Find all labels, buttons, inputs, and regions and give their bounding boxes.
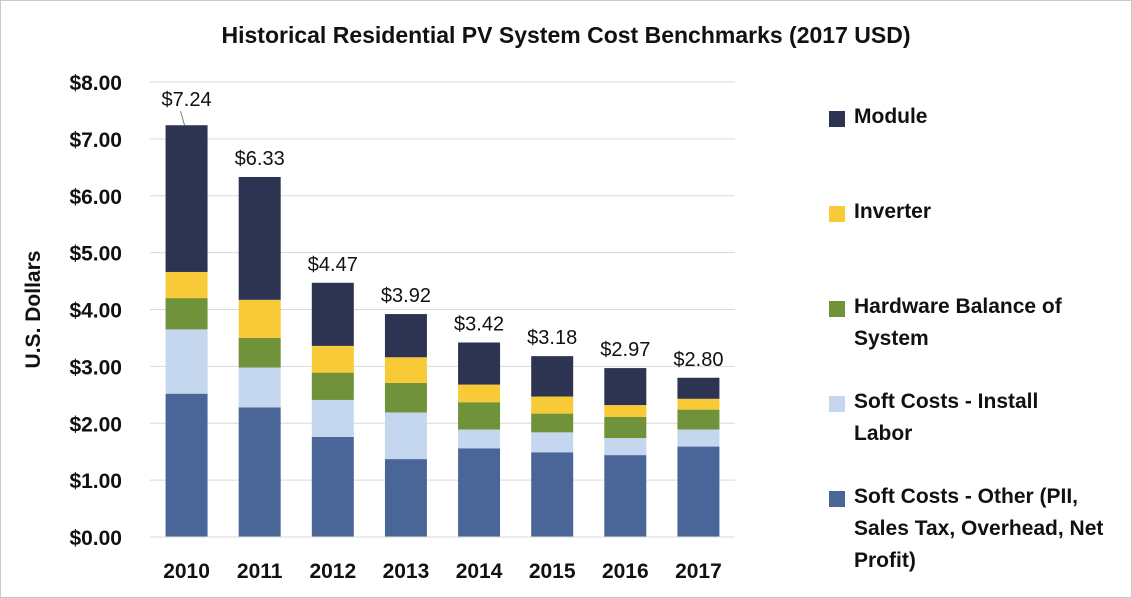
bar-segment bbox=[311, 282, 354, 346]
bar-segment bbox=[238, 367, 281, 408]
bar-segment bbox=[384, 459, 427, 537]
legend-swatch-inverter bbox=[829, 206, 845, 222]
x-tick-label: 2015 bbox=[529, 560, 576, 583]
legend-item-install-labor: Soft Costs - Install Labor bbox=[829, 390, 1074, 450]
legend-item-inverter: Inverter bbox=[829, 200, 1114, 228]
bar-segment bbox=[531, 356, 574, 397]
bar-segment bbox=[677, 446, 720, 537]
bar-segment bbox=[677, 398, 720, 410]
y-tick-label: $2.00 bbox=[69, 413, 122, 436]
bar-segment bbox=[384, 314, 427, 358]
bar-segment bbox=[531, 452, 574, 537]
total-data-label: $2.80 bbox=[673, 349, 723, 371]
bar-segment bbox=[458, 429, 501, 449]
bar-segment bbox=[311, 436, 354, 537]
bar-segment bbox=[458, 402, 501, 430]
bar-segment bbox=[384, 382, 427, 413]
total-data-label: $3.42 bbox=[454, 313, 504, 335]
legend-item-soft-other: Soft Costs - Other (PII, Sales Tax, Over… bbox=[829, 485, 1124, 577]
y-tick-label: $1.00 bbox=[69, 470, 122, 493]
bar-segment bbox=[458, 342, 501, 385]
y-axis-label: U.S. Dollars bbox=[22, 251, 45, 369]
bar-segment bbox=[238, 176, 281, 300]
legend-label-hardware-bos: Hardware Balance of System bbox=[854, 295, 1062, 350]
bar-segment bbox=[531, 396, 574, 414]
bar-segment bbox=[311, 345, 354, 373]
total-data-label: $6.33 bbox=[235, 148, 285, 170]
legend-item-hardware-bos: Hardware Balance of System bbox=[829, 295, 1104, 355]
bar-segment bbox=[165, 329, 208, 394]
bar-segment bbox=[165, 393, 208, 537]
y-tick-label: $3.00 bbox=[69, 356, 122, 379]
bar-segment bbox=[311, 399, 354, 437]
x-tick-label: 2010 bbox=[163, 560, 210, 583]
bar-segment bbox=[384, 412, 427, 460]
bar-segment bbox=[677, 409, 720, 430]
bar-segment bbox=[165, 271, 208, 299]
total-data-label: $3.18 bbox=[527, 327, 577, 349]
bar-segment bbox=[165, 298, 208, 330]
x-tick-label: 2016 bbox=[602, 560, 649, 583]
total-data-label: $3.92 bbox=[381, 285, 431, 307]
bar-segment bbox=[604, 438, 647, 456]
bar-segment bbox=[311, 372, 354, 400]
bar-segment bbox=[604, 405, 647, 417]
chart-title: Historical Residential PV System Cost Be… bbox=[221, 22, 911, 48]
bar-segment bbox=[604, 416, 647, 439]
y-tick-label: $5.00 bbox=[69, 243, 122, 266]
x-tick-label: 2011 bbox=[237, 560, 283, 583]
legend-swatch-module bbox=[829, 111, 845, 127]
bar-segment bbox=[384, 357, 427, 383]
y-tick-label: $6.00 bbox=[69, 186, 122, 209]
y-tick-label: $4.00 bbox=[69, 300, 122, 323]
bar-segment bbox=[604, 455, 647, 537]
y-tick-label: $8.00 bbox=[69, 72, 122, 95]
bar-segment bbox=[531, 413, 574, 433]
legend-label-soft-other: Soft Costs - Other (PII, Sales Tax, Over… bbox=[854, 485, 1104, 572]
bar-segment bbox=[238, 337, 281, 368]
bar-segment bbox=[458, 384, 501, 403]
x-tick-label: 2013 bbox=[383, 560, 430, 583]
bar-segment bbox=[604, 368, 647, 406]
legend-item-module: Module bbox=[829, 105, 1114, 133]
total-data-label: $4.47 bbox=[308, 254, 358, 276]
data-label-leader-line bbox=[180, 111, 186, 126]
total-data-label: $7.24 bbox=[162, 89, 212, 111]
bar-segment bbox=[238, 407, 281, 537]
bar-segment bbox=[677, 429, 720, 447]
bar-segment bbox=[165, 125, 208, 272]
legend-swatch-hardware-bos bbox=[829, 301, 845, 317]
bar-segment bbox=[238, 299, 281, 338]
x-tick-label: 2012 bbox=[309, 560, 356, 583]
total-data-label: $2.97 bbox=[600, 339, 650, 361]
legend-label-install-labor: Soft Costs - Install Labor bbox=[854, 390, 1039, 445]
bar-segment bbox=[531, 432, 574, 453]
legend-swatch-install-labor bbox=[829, 396, 845, 412]
bar-segment bbox=[677, 377, 720, 399]
legend-label-inverter: Inverter bbox=[854, 200, 932, 223]
legend-swatch-soft-other bbox=[829, 491, 845, 507]
bar-segment bbox=[458, 448, 501, 537]
y-tick-label: $7.00 bbox=[69, 129, 122, 152]
y-tick-label: $0.00 bbox=[69, 527, 122, 550]
x-tick-label: 2014 bbox=[456, 560, 503, 583]
x-tick-label: 2017 bbox=[675, 560, 722, 583]
legend-label-module: Module bbox=[854, 105, 928, 128]
